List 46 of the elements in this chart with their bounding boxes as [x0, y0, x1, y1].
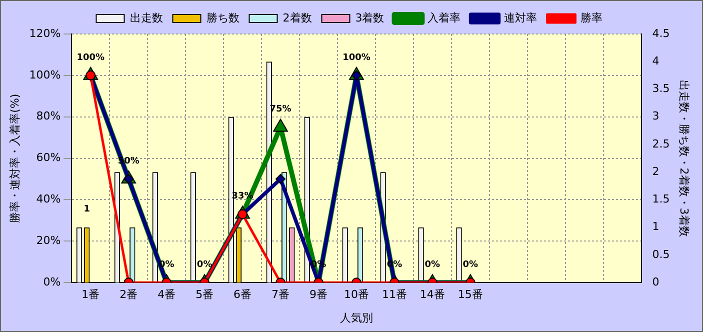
- y-tick-label: 80%: [36, 110, 61, 123]
- x-tick-label: 4番: [158, 288, 176, 302]
- x-tick-label: 5番: [196, 288, 214, 302]
- legend-label: 連対率: [504, 11, 538, 24]
- x-tick-label: 6番: [234, 288, 252, 302]
- y2-tick-label: 4.5: [652, 26, 670, 40]
- point: [273, 118, 288, 132]
- legend-label: 出走数: [130, 11, 163, 24]
- y-axis-title: 勝率・連対率・入着率(%): [8, 94, 22, 223]
- y2-tick-label: 1.5: [652, 192, 670, 206]
- data-label: 1: [84, 204, 90, 215]
- data-label: 0%: [424, 260, 440, 270]
- x-tick-label: 10番: [344, 288, 369, 302]
- legend-label: 2着数: [282, 11, 312, 24]
- legend-label: 入着率: [428, 11, 461, 24]
- legend-label: 勝率: [580, 11, 603, 24]
- x-tick-label: 9番: [310, 288, 328, 302]
- x-tick-label: 7番: [272, 288, 290, 302]
- x-tick-label: 11番: [382, 288, 407, 302]
- y2-tick-label: 0.5: [652, 248, 670, 261]
- y-tick-label: 60%: [36, 151, 61, 164]
- x-tick-label: 1番: [82, 288, 100, 302]
- x-axis-title: 人気別: [340, 311, 373, 324]
- data-label: 100%: [342, 52, 370, 63]
- y2-tick-label: 4: [652, 54, 660, 68]
- legend-label: 勝ち数: [206, 11, 240, 24]
- x-tick-label: 2番: [120, 288, 138, 302]
- data-label: 0%: [310, 260, 326, 270]
- y-tick-label: 0%: [43, 275, 61, 288]
- y2-axis-title: 出走数・勝ち数・2着数・3着数: [678, 80, 691, 237]
- y2-tick-label: 2: [652, 164, 660, 178]
- legend-label: 3着数: [355, 11, 384, 24]
- y2-tick-label: 3: [652, 110, 660, 123]
- y-tick-label: 120%: [29, 26, 61, 40]
- y-tick-label: 40%: [36, 192, 61, 206]
- y2-tick-label: 2.5: [652, 137, 670, 150]
- x-tick-label: 14番: [420, 288, 445, 302]
- y2-tick-label: 0: [652, 275, 660, 288]
- y2-tick-label: 3.5: [652, 82, 670, 96]
- y-tick-label: 20%: [36, 234, 61, 248]
- y-tick-label: 100%: [29, 68, 61, 82]
- y2-tick-label: 1: [652, 220, 660, 234]
- data-label: 0%: [462, 260, 478, 270]
- data-label: 0%: [196, 260, 212, 270]
- x-tick-label: 15番: [458, 288, 483, 302]
- data-label: 100%: [76, 52, 105, 63]
